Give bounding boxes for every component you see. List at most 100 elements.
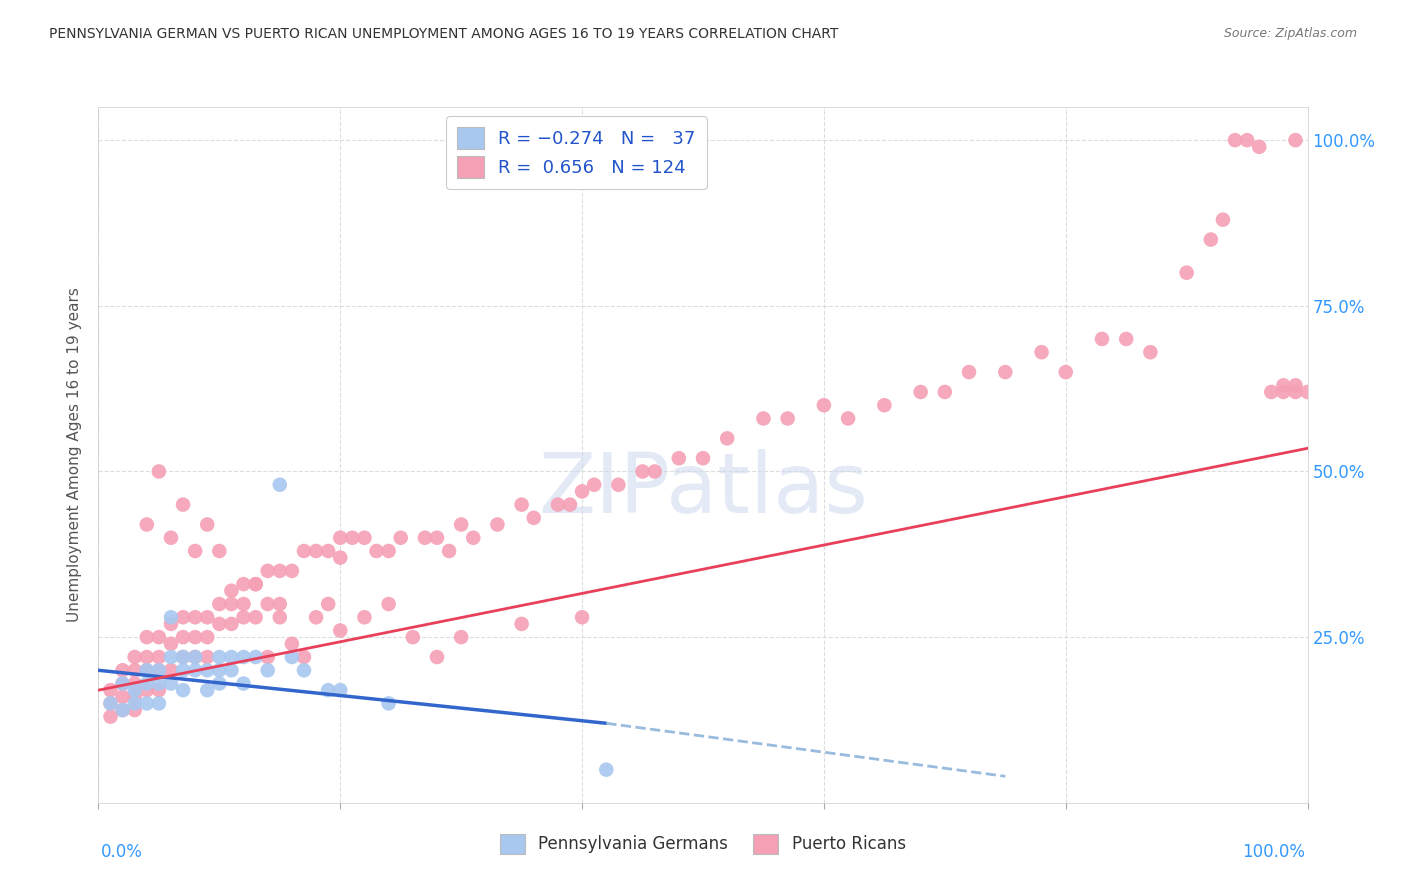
Point — [208, 676, 231, 690]
Point — [510, 616, 533, 631]
Point — [232, 610, 254, 624]
Point — [111, 703, 134, 717]
Point — [160, 531, 183, 545]
Point — [148, 697, 170, 711]
Legend: Pennsylvania Germans, Puerto Ricans: Pennsylvania Germans, Puerto Ricans — [494, 827, 912, 861]
Point — [692, 451, 714, 466]
Point — [1249, 140, 1271, 154]
Point — [100, 697, 122, 711]
Point — [148, 465, 170, 479]
Point — [232, 597, 254, 611]
Point — [426, 650, 449, 665]
Point — [571, 484, 593, 499]
Point — [195, 663, 218, 677]
Point — [245, 610, 267, 624]
Point — [547, 498, 569, 512]
Point — [1260, 384, 1282, 399]
Point — [353, 610, 375, 624]
Point — [1091, 332, 1114, 346]
Point — [148, 676, 170, 690]
Point — [329, 550, 352, 565]
Point — [160, 610, 183, 624]
Point — [1139, 345, 1161, 359]
Point — [377, 597, 399, 611]
Point — [752, 411, 775, 425]
Point — [256, 597, 278, 611]
Point — [195, 517, 218, 532]
Point — [281, 637, 304, 651]
Point — [437, 544, 460, 558]
Point — [111, 676, 134, 690]
Point — [124, 676, 146, 690]
Point — [160, 663, 183, 677]
Point — [377, 697, 399, 711]
Point — [463, 531, 485, 545]
Point — [221, 616, 243, 631]
Point — [1212, 212, 1234, 227]
Point — [316, 597, 339, 611]
Point — [389, 531, 412, 545]
Point — [124, 650, 146, 665]
Point — [256, 650, 278, 665]
Point — [184, 663, 207, 677]
Point — [1115, 332, 1137, 346]
Point — [135, 517, 157, 532]
Point — [124, 663, 146, 677]
Point — [366, 544, 388, 558]
Point — [571, 610, 593, 624]
Point — [172, 498, 194, 512]
Point — [934, 384, 956, 399]
Point — [269, 597, 291, 611]
Point — [195, 610, 218, 624]
Point — [245, 577, 267, 591]
Point — [1272, 378, 1295, 392]
Point — [160, 650, 183, 665]
Point — [148, 683, 170, 698]
Point — [426, 531, 449, 545]
Point — [245, 650, 267, 665]
Point — [135, 630, 157, 644]
Point — [1284, 384, 1306, 399]
Point — [111, 663, 134, 677]
Point — [269, 564, 291, 578]
Point — [184, 630, 207, 644]
Point — [1175, 266, 1198, 280]
Point — [195, 683, 218, 698]
Point — [172, 630, 194, 644]
Point — [172, 683, 194, 698]
Point — [135, 663, 157, 677]
Point — [269, 477, 291, 491]
Point — [558, 498, 581, 512]
Point — [148, 650, 170, 665]
Point — [607, 477, 630, 491]
Point — [269, 610, 291, 624]
Point — [256, 564, 278, 578]
Point — [329, 683, 352, 698]
Text: PENNSYLVANIA GERMAN VS PUERTO RICAN UNEMPLOYMENT AMONG AGES 16 TO 19 YEARS CORRE: PENNSYLVANIA GERMAN VS PUERTO RICAN UNEM… — [49, 27, 838, 41]
Point — [1272, 384, 1295, 399]
Point — [172, 650, 194, 665]
Point — [256, 663, 278, 677]
Point — [111, 703, 134, 717]
Point — [281, 564, 304, 578]
Point — [450, 517, 472, 532]
Point — [910, 384, 932, 399]
Point — [160, 616, 183, 631]
Point — [148, 663, 170, 677]
Point — [668, 451, 690, 466]
Point — [245, 577, 267, 591]
Point — [135, 683, 157, 698]
Point — [873, 398, 896, 412]
Point — [957, 365, 980, 379]
Point — [292, 650, 315, 665]
Point — [208, 650, 231, 665]
Point — [160, 676, 183, 690]
Text: 100.0%: 100.0% — [1241, 843, 1305, 861]
Point — [329, 624, 352, 638]
Point — [232, 676, 254, 690]
Point — [221, 583, 243, 598]
Y-axis label: Unemployment Among Ages 16 to 19 years: Unemployment Among Ages 16 to 19 years — [67, 287, 83, 623]
Point — [184, 650, 207, 665]
Point — [316, 544, 339, 558]
Point — [172, 663, 194, 677]
